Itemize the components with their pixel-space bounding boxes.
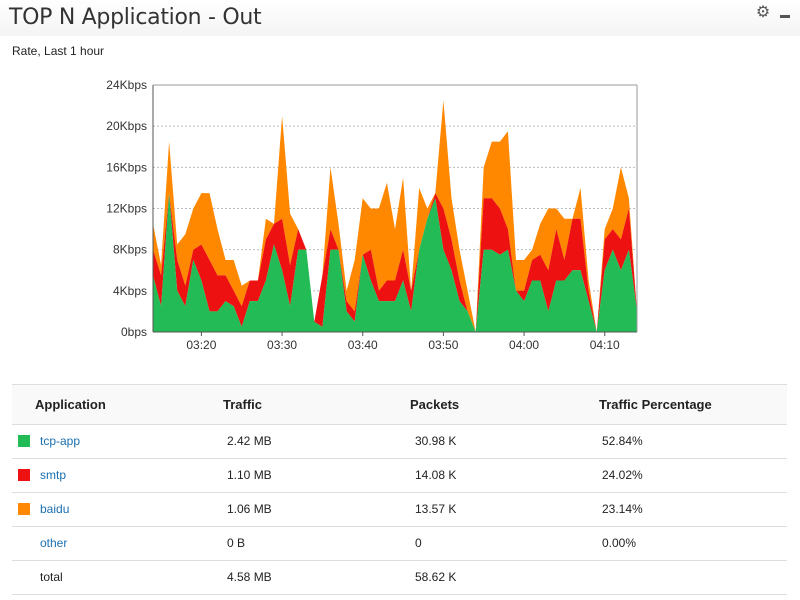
table-header-row: Application Traffic Packets Traffic Perc… xyxy=(12,385,787,425)
header-application: Application xyxy=(35,397,106,412)
header-traffic-percentage: Traffic Percentage xyxy=(599,397,712,412)
total-packets: 58.62 K xyxy=(415,570,457,584)
table-row-total: total 4.58 MB 58.62 K xyxy=(12,561,787,595)
packets-value: 30.98 K xyxy=(415,434,457,448)
x-tick-label: 04:00 xyxy=(509,338,539,352)
header-packets: Packets xyxy=(410,397,460,412)
series-area-baidu xyxy=(153,100,637,333)
percentage-value: 23.14% xyxy=(602,502,643,516)
y-tick-label: 16Kbps xyxy=(106,160,147,174)
application-table: Application Traffic Packets Traffic Perc… xyxy=(12,384,787,595)
app-link-tcp-app[interactable]: tcp-app xyxy=(40,434,81,448)
y-tick-label: 0bps xyxy=(121,325,147,339)
x-tick-label: 03:40 xyxy=(348,338,378,352)
app-link-other[interactable]: other xyxy=(40,536,68,550)
y-tick-label: 8Kbps xyxy=(113,243,147,257)
traffic-value: 0 B xyxy=(227,536,246,550)
y-tick-label: 4Kbps xyxy=(113,284,147,298)
legend-swatch-tcp-app xyxy=(18,435,30,447)
header-traffic: Traffic xyxy=(223,397,263,412)
chart-subtitle: Rate, Last 1 hour xyxy=(12,44,105,58)
packets-value: 0 xyxy=(415,536,422,550)
percentage-value: 0.00% xyxy=(602,536,637,550)
app-link-baidu[interactable]: baidu xyxy=(40,502,70,516)
legend-swatch-smtp xyxy=(18,469,30,481)
packets-value: 13.57 K xyxy=(415,502,457,516)
series-area-tcp-app xyxy=(153,193,637,332)
percentage-value: 24.02% xyxy=(602,468,643,482)
x-tick-label: 03:50 xyxy=(428,338,458,352)
gear-icon[interactable]: ⚙ xyxy=(755,4,771,21)
legend-swatch-baidu xyxy=(18,503,30,515)
traffic-value: 2.42 MB xyxy=(227,434,272,448)
panel-title: TOP N Application - Out xyxy=(9,5,262,30)
x-tick-label: 03:20 xyxy=(186,338,216,352)
x-tick-label: 03:30 xyxy=(267,338,297,352)
series-area-smtp xyxy=(153,193,637,332)
percentage-value: 52.84% xyxy=(602,434,643,448)
y-tick-label: 12Kbps xyxy=(106,202,147,216)
app-link-smtp[interactable]: smtp xyxy=(40,468,67,482)
total-traffic: 4.58 MB xyxy=(227,570,272,584)
table-row-baidu: baidu 1.06 MB 13.57 K 23.14% xyxy=(12,493,787,527)
minimize-icon[interactable] xyxy=(777,4,793,22)
total-label: total xyxy=(40,570,63,584)
traffic-value: 1.10 MB xyxy=(227,468,272,482)
table-row-other: other 0 B 0 0.00% xyxy=(12,527,787,561)
panel-header: TOP N Application - Out ⚙ xyxy=(0,0,800,36)
y-tick-label: 24Kbps xyxy=(106,78,147,92)
y-tick-label: 20Kbps xyxy=(106,119,147,133)
x-tick-label: 04:10 xyxy=(590,338,620,352)
traffic-value: 1.06 MB xyxy=(227,502,272,516)
packets-value: 14.08 K xyxy=(415,468,457,482)
table-row-tcp-app: tcp-app 2.42 MB 30.98 K 52.84% xyxy=(12,425,787,459)
table-row-smtp: smtp 1.10 MB 14.08 K 24.02% xyxy=(12,459,787,493)
traffic-area-chart: 0bps 4Kbps 8Kbps 12Kbps 16Kbps 20Kbps 24Kbps 03… xyxy=(106,78,638,352)
